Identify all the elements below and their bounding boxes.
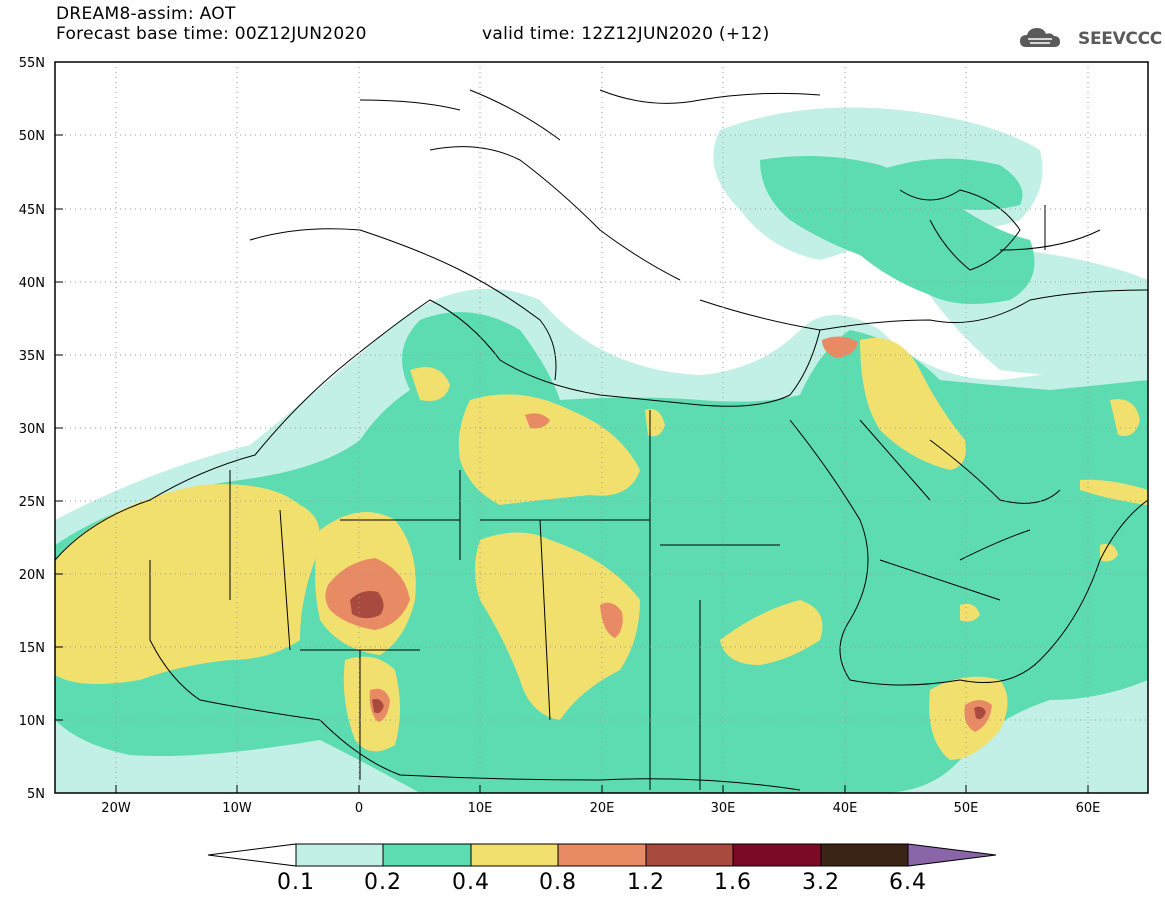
colorbar-segment	[295, 843, 384, 867]
forecast-base-time: Forecast base time: 00Z12JUN2020	[56, 24, 367, 44]
lon-label: 60E	[1076, 801, 1101, 816]
valid-time: valid time: 12Z12JUN2020 (+12)	[482, 24, 770, 44]
colorbar-segment	[382, 843, 472, 867]
longitude-labels: 20W 10W 0 10E 20E 30E 40E 50E 60E	[101, 801, 1100, 816]
lat-label: 40N	[19, 276, 45, 291]
lon-label: 20W	[101, 801, 131, 816]
latitude-labels: 55N 50N 45N 40N 35N 30N 25N 20N 15N 10N …	[19, 56, 45, 802]
lon-label: 50E	[954, 801, 979, 816]
map-title: DREAM8-assim: AOT	[56, 4, 236, 24]
lat-label: 25N	[19, 495, 45, 510]
lon-label: 20E	[590, 801, 615, 816]
aot-band-0.4	[55, 338, 1148, 760]
colorbar-low-arrow	[207, 843, 297, 867]
colorbar-high-arrow	[907, 843, 997, 867]
cloud-icon	[1020, 28, 1060, 47]
lat-label: 10N	[19, 714, 45, 729]
graticule	[55, 62, 1148, 793]
lat-label: 55N	[19, 56, 45, 71]
lat-label: 5N	[27, 787, 45, 802]
colorbar-segment	[557, 843, 647, 867]
country-borders	[55, 89, 1148, 791]
lon-label: 40E	[833, 801, 858, 816]
colorbar-label: 1.2	[627, 870, 665, 895]
lat-label: 30N	[19, 422, 45, 437]
colorbar-segment	[820, 843, 909, 867]
aot-band-1.2	[350, 591, 986, 720]
colorbar-segment	[470, 843, 559, 867]
lon-label: 10W	[222, 801, 252, 816]
lat-label: 15N	[19, 641, 45, 656]
colorbar-segment	[645, 843, 734, 867]
colorbar-label: 3.2	[802, 870, 840, 895]
colorbar-label: 0.2	[364, 870, 402, 895]
lat-label: 20N	[19, 568, 45, 583]
colorbar	[207, 843, 997, 867]
logo-text: SEEVCCC	[1078, 29, 1162, 49]
lon-label: 30E	[711, 801, 736, 816]
colorbar-label: 0.4	[452, 870, 490, 895]
lat-label: 45N	[19, 203, 45, 218]
seevccc-logo: SEEVCCC	[1018, 24, 1162, 54]
axis-ticks	[55, 61, 1089, 793]
colorbar-label: 1.6	[714, 870, 752, 895]
colorbar-segment	[732, 843, 822, 867]
lon-label: 10E	[468, 801, 493, 816]
lat-label: 50N	[19, 129, 45, 144]
colorbar-label: 6.4	[889, 870, 927, 895]
lat-label: 35N	[19, 349, 45, 364]
colorbar-label: 0.8	[539, 870, 577, 895]
lon-label: 0	[355, 801, 363, 816]
colorbar-label: 0.1	[277, 870, 315, 895]
